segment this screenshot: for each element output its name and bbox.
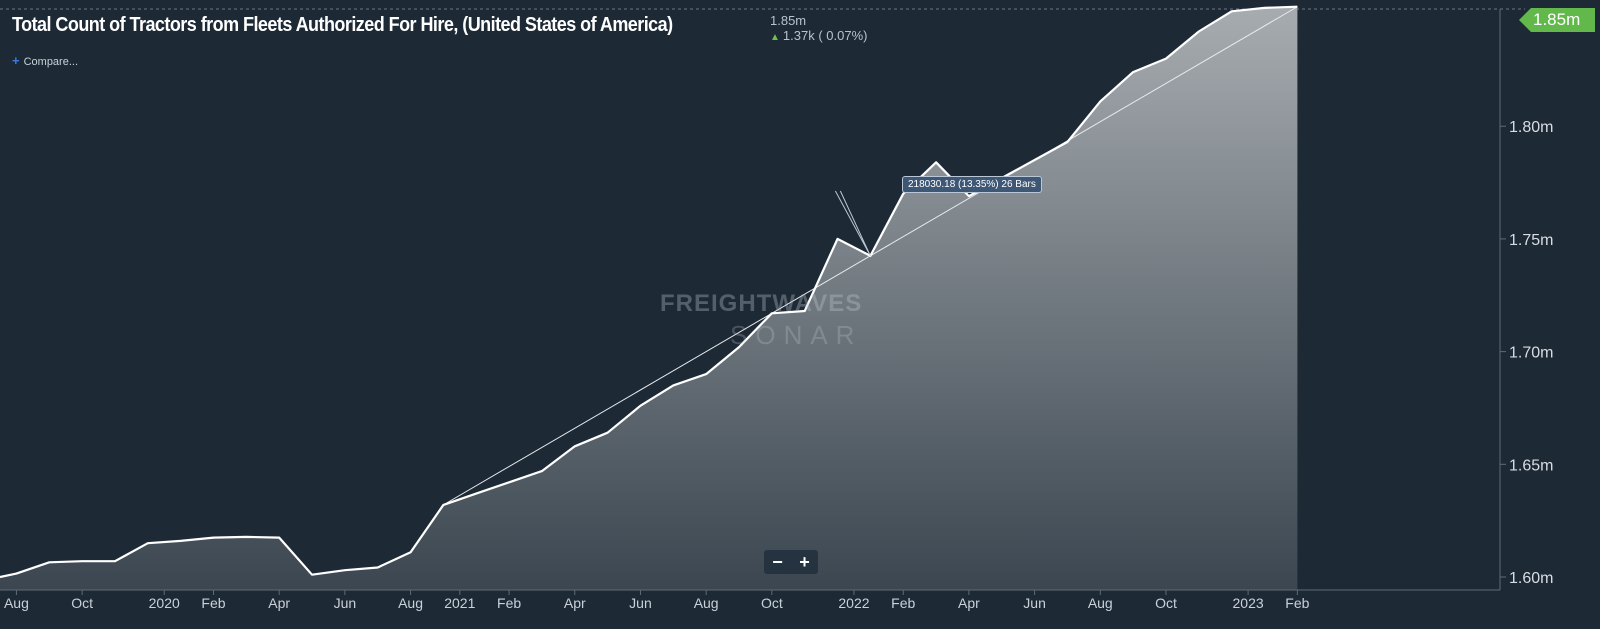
data-point[interactable] <box>80 559 84 563</box>
data-point[interactable] <box>14 572 18 576</box>
y-tick-label: 1.75m <box>1509 232 1553 249</box>
data-point[interactable] <box>1295 5 1299 9</box>
change-value: 1.37k ( 0.07%) <box>782 28 868 43</box>
data-point[interactable] <box>836 237 840 241</box>
last-price-badge: 1.85m <box>1519 8 1595 32</box>
x-tick-label: Jun <box>1023 595 1046 611</box>
x-tick-label: Feb <box>1285 595 1309 611</box>
x-tick-label: Apr <box>564 595 586 611</box>
data-line <box>0 5 1298 579</box>
y-tick-label: 1.65m <box>1509 457 1553 474</box>
x-tick-label: Oct <box>71 595 93 611</box>
x-tick-label: Oct <box>761 595 783 611</box>
data-point[interactable] <box>868 254 872 258</box>
watermark-sonar: SONAR <box>730 320 863 350</box>
plus-icon: + <box>12 53 20 68</box>
data-point[interactable] <box>1164 57 1168 61</box>
zoom-in-button[interactable]: + <box>799 551 810 572</box>
change-readout: ▲ 1.37k ( 0.07%) <box>770 28 867 43</box>
y-tick-label: 1.60m <box>1509 570 1553 587</box>
x-tick-label: 2021 <box>444 595 475 611</box>
last-value: 1.85m <box>770 13 807 28</box>
data-point[interactable] <box>441 503 445 507</box>
x-tick-label: 2022 <box>838 595 869 611</box>
compare-label: Compare... <box>23 56 79 68</box>
data-point[interactable] <box>507 480 511 484</box>
data-point[interactable] <box>1065 140 1069 144</box>
x-tick-label: Oct <box>1155 595 1177 611</box>
x-tick-label: Aug <box>1088 595 1113 611</box>
annotation-label: 218030.18 (13.35%) 26 Bars <box>902 176 1042 193</box>
zoom-controls: − + <box>764 550 818 574</box>
x-tick-label: Apr <box>958 595 980 611</box>
data-point[interactable] <box>146 541 150 545</box>
x-tick-label: Jun <box>629 595 652 611</box>
x-tick-label: Apr <box>268 595 290 611</box>
x-tick-label: Aug <box>4 595 29 611</box>
y-tick-label: 1.80m <box>1509 119 1553 136</box>
x-tick-label: 2020 <box>149 595 180 611</box>
data-point[interactable] <box>1197 30 1201 34</box>
data-point[interactable] <box>47 560 51 564</box>
data-point[interactable] <box>1131 70 1135 74</box>
data-point[interactable] <box>277 536 281 540</box>
x-tick-label: Jun <box>334 595 357 611</box>
annotation-pointer <box>834 190 871 257</box>
data-point[interactable] <box>376 566 380 570</box>
area-fill <box>0 6 1298 590</box>
x-tick-label: 2023 <box>1233 595 1264 611</box>
data-point[interactable] <box>967 194 971 198</box>
data-point[interactable] <box>704 372 708 376</box>
data-point[interactable] <box>1230 9 1234 13</box>
data-point[interactable] <box>343 568 347 572</box>
compare-button[interactable]: + Compare... <box>12 53 78 68</box>
data-point[interactable] <box>1098 99 1102 103</box>
data-point[interactable] <box>113 559 117 563</box>
watermark-freightwaves: FREIGHTWAVES <box>660 290 863 317</box>
data-point[interactable] <box>244 535 248 539</box>
zoom-out-button[interactable]: − <box>772 551 783 572</box>
data-point[interactable] <box>638 404 642 408</box>
data-point[interactable] <box>211 536 215 540</box>
chart-title: Total Count of Tractors from Fleets Auth… <box>12 14 673 36</box>
x-tick-label: Feb <box>497 595 521 611</box>
up-arrow-icon: ▲ <box>770 32 780 43</box>
data-point[interactable] <box>179 539 183 543</box>
data-point[interactable] <box>540 469 544 473</box>
data-point[interactable] <box>671 383 675 387</box>
data-point[interactable] <box>310 573 314 577</box>
x-tick-label: Aug <box>694 595 719 611</box>
y-tick-label: 1.70m <box>1509 345 1553 362</box>
x-tick-label: Feb <box>891 595 915 611</box>
x-tick-label: Aug <box>398 595 423 611</box>
data-point[interactable] <box>1033 158 1037 162</box>
data-point[interactable] <box>573 444 577 448</box>
data-point[interactable] <box>1263 6 1267 10</box>
data-point[interactable] <box>606 431 610 435</box>
data-point[interactable] <box>474 492 478 496</box>
data-point[interactable] <box>934 160 938 164</box>
data-point[interactable] <box>409 550 413 554</box>
x-tick-label: Feb <box>201 595 225 611</box>
